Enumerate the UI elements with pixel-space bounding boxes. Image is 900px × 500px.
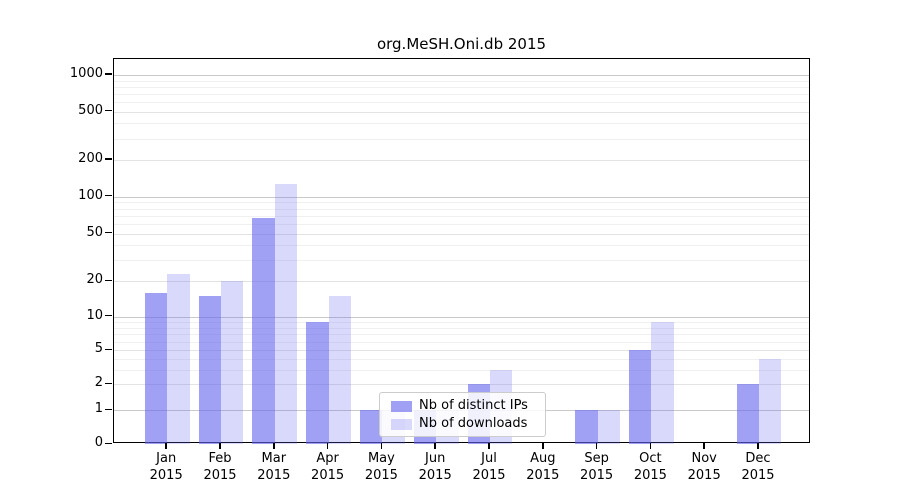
x-tick-feb-2015: [219, 443, 221, 449]
bar-downloads-apr: [328, 296, 351, 444]
x-tick-sep-2015: [595, 443, 598, 449]
chart-title: org.MeSH.Oni.db 2015: [376, 35, 547, 53]
x-tick-label-dec-2015: Dec 2015: [741, 451, 775, 483]
y-tick-label-1000: 1000: [69, 66, 103, 81]
y-tick-label-500: 500: [78, 102, 103, 118]
y-tick-label-10: 10: [86, 307, 103, 323]
x-tick-label-aug-2015: Aug 2015: [526, 451, 560, 483]
y-tick-5: [105, 348, 112, 351]
legend-swatch-distinct-ips: [391, 400, 412, 412]
legend-label-distinct-ips: Nb of distinct IPs: [419, 398, 528, 413]
gridline-minor-800: [114, 86, 809, 88]
x-tick-label-apr-2015: Apr 2015: [311, 451, 345, 483]
gridline-minor-9: [114, 321, 809, 323]
y-tick-20: [105, 279, 112, 282]
y-tick-500: [105, 109, 112, 112]
y-tick-label-2: 2: [94, 375, 103, 391]
x-tick-nov-2015: [703, 443, 705, 449]
x-tick-oct-2015: [649, 443, 652, 449]
legend: Nb of distinct IPs Nb of downloads: [379, 392, 546, 437]
bar-downloads-dec: [759, 359, 782, 444]
gridline-minor-600: [114, 102, 809, 104]
x-tick-label-nov-2015: Nov 2015: [687, 451, 721, 483]
gridline-minor-80: [114, 208, 809, 210]
bar-distinct-ips-mar: [252, 218, 275, 444]
gridline-minor-90: [114, 202, 809, 204]
gridline-minor-40: [114, 245, 809, 247]
y-tick-1: [105, 408, 112, 411]
plot-area: [113, 58, 810, 444]
legend-label-downloads: Nb of downloads: [419, 416, 528, 431]
x-tick-label-oct-2015: Oct 2015: [633, 451, 667, 483]
x-tick-label-jan-2015: Jan 2015: [149, 451, 183, 483]
x-tick-label-sep-2015: Sep 2015: [580, 451, 614, 483]
gridline-minor-3: [114, 370, 809, 372]
x-tick-label-mar-2015: Mar 2015: [257, 451, 291, 483]
gridline-1000: [114, 75, 809, 76]
bar-distinct-ips-jan: [144, 292, 168, 444]
y-tick-2: [105, 382, 112, 385]
y-tick-1000: [105, 73, 112, 75]
x-tick-dec-2015: [757, 443, 759, 449]
legend-swatch-downloads: [391, 418, 412, 430]
bar-distinct-ips-sep: [575, 410, 598, 444]
gridline-minor-7: [114, 334, 809, 336]
bar-distinct-ips-oct: [629, 350, 652, 444]
y-tick-label-50: 50: [86, 224, 103, 240]
x-tick-label-may-2015: May 2015: [364, 451, 398, 483]
gridline-200: [114, 160, 809, 161]
gridline-50: [114, 233, 809, 235]
x-tick-jan-2015: [165, 443, 167, 449]
gridline-100: [114, 196, 809, 198]
x-tick-jun-2015: [434, 443, 436, 449]
gridline-minor-30: [114, 260, 809, 262]
gridline-5: [114, 350, 809, 352]
gridline-20: [114, 281, 809, 283]
gridline-minor-60: [114, 224, 809, 225]
x-tick-label-feb-2015: Feb 2015: [203, 451, 237, 483]
y-tick-200: [105, 158, 112, 160]
bar-downloads-mar: [274, 184, 298, 444]
gridline-minor-4: [114, 359, 809, 361]
y-tick-0: [105, 442, 112, 445]
legend-item-downloads: Nb of downloads: [391, 416, 545, 432]
y-tick-50: [105, 231, 112, 234]
bar-distinct-ips-dec: [736, 384, 759, 444]
y-tick-label-100: 100: [78, 187, 103, 203]
y-tick-label-0: 0: [94, 435, 103, 451]
gridline-minor-700: [114, 93, 809, 95]
bar-downloads-jan: [167, 274, 190, 444]
y-tick-10: [105, 314, 112, 317]
bar-distinct-ips-apr: [306, 321, 329, 444]
legend-item-distinct-ips: Nb of distinct IPs: [391, 398, 545, 414]
bar-downloads-sep: [597, 410, 620, 444]
y-tick-100: [105, 194, 112, 197]
gridline-minor-300: [114, 138, 809, 140]
y-tick-label-200: 200: [78, 151, 103, 166]
gridline-minor-400: [114, 123, 809, 125]
x-tick-aug-2015: [542, 443, 544, 449]
x-tick-apr-2015: [326, 443, 329, 449]
gridline-10: [114, 316, 809, 318]
bar-downloads-feb: [221, 281, 244, 444]
gridline-500: [114, 111, 809, 113]
bar-distinct-ips-may: [360, 410, 383, 444]
bar-downloads-oct: [651, 321, 674, 444]
x-tick-label-jul-2015: Jul 2015: [472, 451, 506, 483]
bar-distinct-ips-feb: [198, 296, 221, 444]
x-tick-label-jun-2015: Jun 2015: [418, 451, 452, 483]
gridline-minor-8: [114, 327, 809, 329]
y-tick-label-20: 20: [86, 272, 103, 288]
x-tick-jul-2015: [488, 443, 490, 449]
gridline-minor-6: [114, 341, 809, 343]
gridline-2: [114, 384, 809, 386]
x-tick-mar-2015: [273, 443, 275, 449]
gridline-minor-70: [114, 215, 809, 217]
gridline-minor-900: [114, 80, 809, 82]
y-tick-label-1: 1: [94, 401, 103, 417]
y-tick-label-5: 5: [94, 341, 103, 357]
x-tick-may-2015: [380, 443, 383, 449]
